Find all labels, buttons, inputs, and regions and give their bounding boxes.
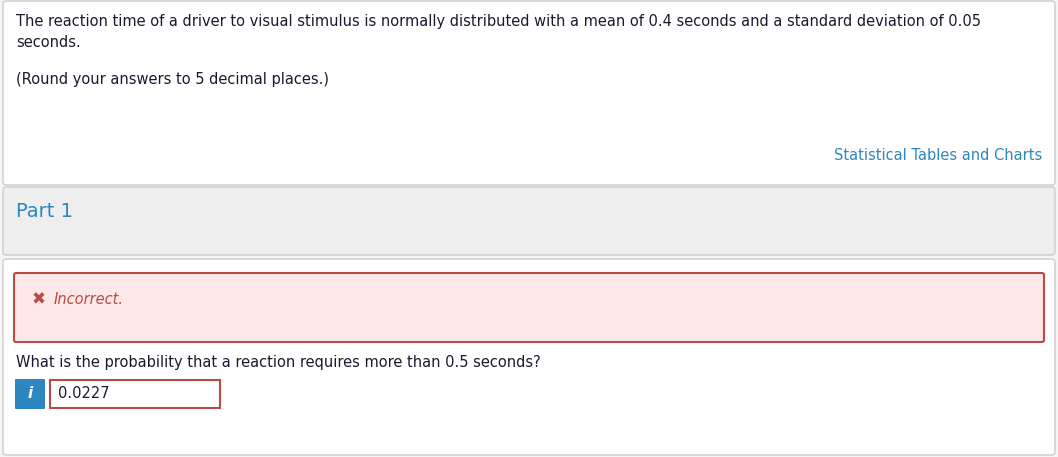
Text: What is the probability that a reaction requires more than 0.5 seconds?: What is the probability that a reaction … [16,355,541,370]
FancyBboxPatch shape [3,259,1055,455]
FancyBboxPatch shape [15,379,45,409]
Text: Statistical Tables and Charts: Statistical Tables and Charts [834,148,1042,163]
FancyBboxPatch shape [14,273,1044,342]
Text: The reaction time of a driver to visual stimulus is normally distributed with a : The reaction time of a driver to visual … [16,14,981,29]
Text: Part 1: Part 1 [16,202,73,221]
Text: ✖: ✖ [32,291,45,309]
Text: seconds.: seconds. [16,35,80,50]
Text: 0.0227: 0.0227 [58,387,110,402]
Text: Incorrect.: Incorrect. [54,292,124,308]
Text: i: i [28,387,33,402]
FancyBboxPatch shape [3,187,1055,255]
Text: (Round your answers to 5 decimal places.): (Round your answers to 5 decimal places.… [16,72,329,87]
FancyBboxPatch shape [3,1,1055,185]
FancyBboxPatch shape [50,380,220,408]
